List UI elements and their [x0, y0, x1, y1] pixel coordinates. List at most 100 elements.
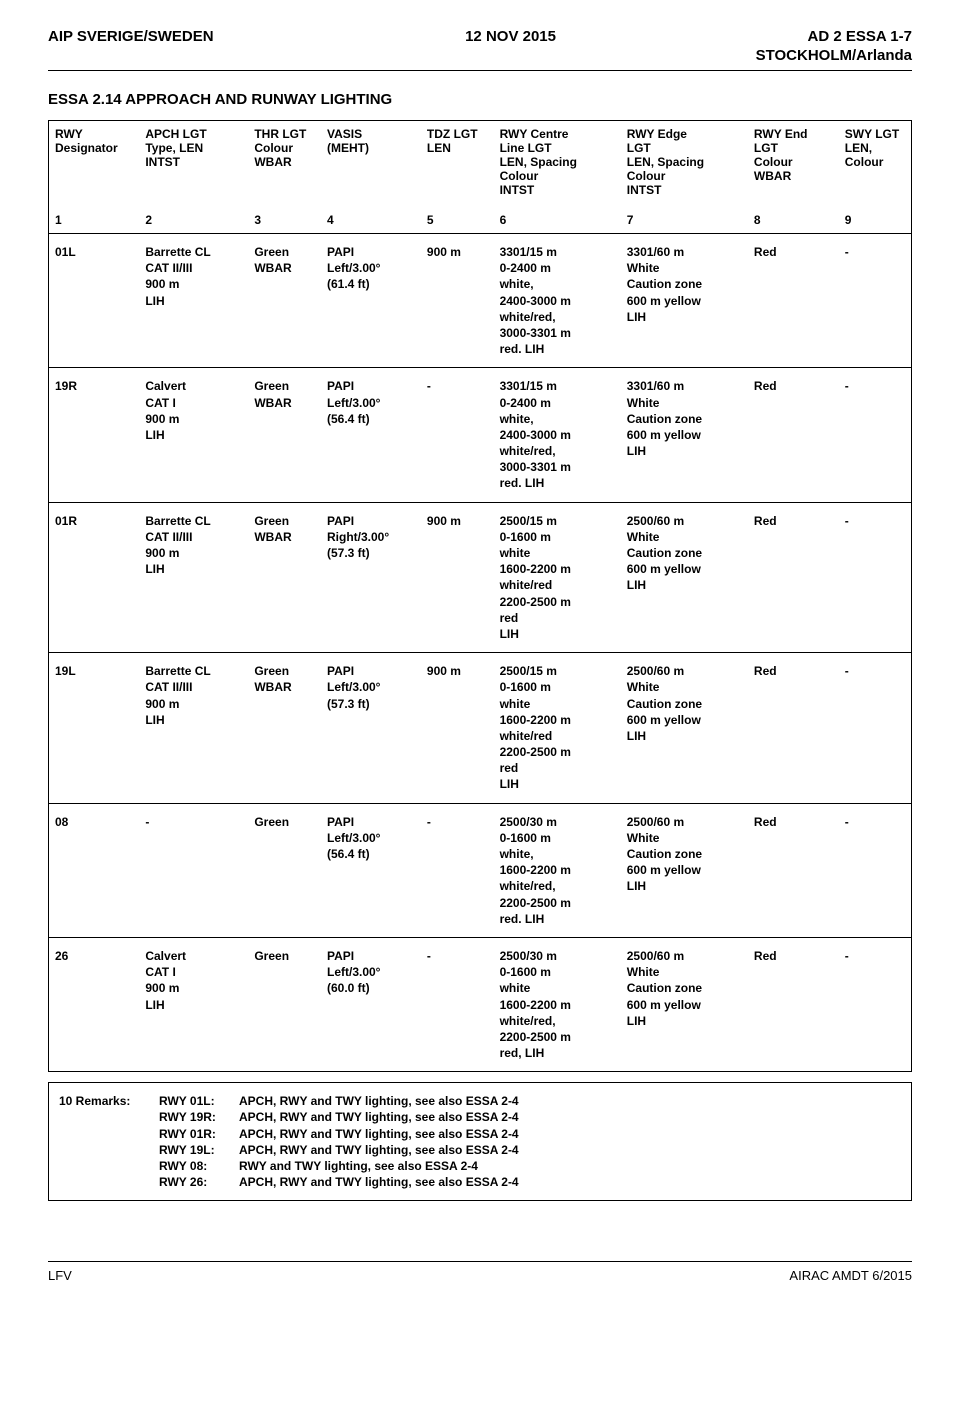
col-header: TDZ LGTLEN [421, 121, 494, 204]
remarks-text: APCH, RWY and TWY lighting, see also ESS… [239, 1109, 519, 1125]
cell: 01R [49, 502, 140, 653]
cell: - [839, 803, 912, 937]
col-header: RWY EdgeLGTLEN, SpacingColourINTST [621, 121, 748, 204]
remarks-text: APCH, RWY and TWY lighting, see also ESS… [239, 1126, 519, 1142]
remarks-line: RWY 19L:APCH, RWY and TWY lighting, see … [59, 1142, 901, 1158]
cell: 900 m [421, 502, 494, 653]
cell: 3301/60 mWhiteCaution zone600 m yellowLI… [621, 234, 748, 368]
remarks-text: APCH, RWY and TWY lighting, see also ESS… [239, 1093, 519, 1109]
remarks-rwy: RWY 08: [159, 1158, 239, 1174]
cell: Barrette CLCAT II/III900 mLIH [139, 234, 248, 368]
header-rule [48, 70, 912, 71]
cell: - [839, 653, 912, 804]
table-body: 01LBarrette CLCAT II/III900 mLIHGreenWBA… [49, 234, 912, 1072]
remarks-box: 10 Remarks:RWY 01L:APCH, RWY and TWY lig… [48, 1082, 912, 1201]
cell: - [421, 937, 494, 1071]
remarks-text: APCH, RWY and TWY lighting, see also ESS… [239, 1174, 519, 1190]
remarks-text: APCH, RWY and TWY lighting, see also ESS… [239, 1142, 519, 1158]
runway-lighting-table: RWYDesignator APCH LGTType, LENINTST THR… [48, 120, 912, 1072]
cell: PAPILeft/3.00°(57.3 ft) [321, 653, 421, 804]
page-header: AIP SVERIGE/SWEDEN 12 NOV 2015 AD 2 ESSA… [48, 28, 912, 45]
cell: CalvertCAT I900 mLIH [139, 937, 248, 1071]
col-header: RWYDesignator [49, 121, 140, 204]
remarks-line: RWY 08:RWY and TWY lighting, see also ES… [59, 1158, 901, 1174]
col-num: 3 [248, 203, 321, 234]
cell: - [139, 803, 248, 937]
remarks-rwy: RWY 01R: [159, 1126, 239, 1142]
col-num: 7 [621, 203, 748, 234]
table-row: 01RBarrette CLCAT II/III900 mLIHGreenWBA… [49, 502, 912, 653]
cell: - [839, 368, 912, 502]
cell: PAPILeft/3.00°(56.4 ft) [321, 803, 421, 937]
cell: 26 [49, 937, 140, 1071]
table-row: 01LBarrette CLCAT II/III900 mLIHGreenWBA… [49, 234, 912, 368]
remarks-label [59, 1142, 159, 1158]
remarks-label [59, 1109, 159, 1125]
cell: - [421, 803, 494, 937]
page-footer: LFV AIRAC AMDT 6/2015 [48, 1261, 912, 1283]
cell: Green [248, 937, 321, 1071]
header-sub: STOCKHOLM/Arlanda [48, 47, 912, 64]
col-header: APCH LGTType, LENINTST [139, 121, 248, 204]
remarks-line: RWY 19R:APCH, RWY and TWY lighting, see … [59, 1109, 901, 1125]
cell: 19L [49, 653, 140, 804]
cell: 01L [49, 234, 140, 368]
cell: Red [748, 502, 839, 653]
cell: 2500/60 mWhiteCaution zone600 m yellowLI… [621, 653, 748, 804]
col-num: 6 [494, 203, 621, 234]
cell: 2500/30 m0-1600 mwhite,1600-2200 mwhite/… [494, 803, 621, 937]
cell: 3301/15 m0-2400 mwhite,2400-3000 mwhite/… [494, 234, 621, 368]
col-header: VASIS(MEHT) [321, 121, 421, 204]
cell: 08 [49, 803, 140, 937]
cell: Barrette CLCAT II/III900 mLIH [139, 653, 248, 804]
col-num: 1 [49, 203, 140, 234]
cell: Red [748, 234, 839, 368]
remarks-label [59, 1126, 159, 1142]
cell: GreenWBAR [248, 653, 321, 804]
remarks-label [59, 1174, 159, 1190]
cell: 2500/15 m0-1600 mwhite1600-2200 mwhite/r… [494, 502, 621, 653]
cell: Red [748, 803, 839, 937]
cell: GreenWBAR [248, 368, 321, 502]
cell: 900 m [421, 653, 494, 804]
cell: PAPILeft/3.00°(60.0 ft) [321, 937, 421, 1071]
cell: 2500/15 m0-1600 mwhite1600-2200 mwhite/r… [494, 653, 621, 804]
remarks-rwy: RWY 01L: [159, 1093, 239, 1109]
col-header: RWY EndLGTColourWBAR [748, 121, 839, 204]
cell: 19R [49, 368, 140, 502]
footer-left: LFV [48, 1268, 72, 1283]
col-num: 8 [748, 203, 839, 234]
remarks-rwy: RWY 19R: [159, 1109, 239, 1125]
col-header: SWY LGTLEN,Colour [839, 121, 912, 204]
cell: - [839, 234, 912, 368]
table-header-row: RWYDesignator APCH LGTType, LENINTST THR… [49, 121, 912, 204]
remarks-label: 10 Remarks: [59, 1093, 159, 1109]
col-num: 2 [139, 203, 248, 234]
table-row: 19RCalvertCAT I900 mLIHGreenWBARPAPILeft… [49, 368, 912, 502]
cell: 2500/60 mWhiteCaution zone600 m yellowLI… [621, 937, 748, 1071]
col-header: RWY CentreLine LGTLEN, SpacingColourINTS… [494, 121, 621, 204]
cell: - [421, 368, 494, 502]
section-title: ESSA 2.14 APPROACH AND RUNWAY LIGHTING [48, 91, 912, 108]
cell: 3301/60 mWhiteCaution zone600 m yellowLI… [621, 368, 748, 502]
cell: PAPILeft/3.00°(61.4 ft) [321, 234, 421, 368]
cell: Green [248, 803, 321, 937]
cell: Red [748, 368, 839, 502]
col-num: 5 [421, 203, 494, 234]
table-row: 26CalvertCAT I900 mLIHGreenPAPILeft/3.00… [49, 937, 912, 1071]
header-left: AIP SVERIGE/SWEDEN [48, 28, 214, 45]
cell: GreenWBAR [248, 502, 321, 653]
cell: 2500/60 mWhiteCaution zone600 m yellowLI… [621, 803, 748, 937]
cell: 2500/60 mWhiteCaution zone600 m yellowLI… [621, 502, 748, 653]
cell: GreenWBAR [248, 234, 321, 368]
cell: 900 m [421, 234, 494, 368]
cell: Red [748, 653, 839, 804]
footer-right: AIRAC AMDT 6/2015 [789, 1268, 912, 1283]
table-number-row: 1 2 3 4 5 6 7 8 9 [49, 203, 912, 234]
remarks-line: RWY 01R:APCH, RWY and TWY lighting, see … [59, 1126, 901, 1142]
cell: 3301/15 m0-2400 mwhite,2400-3000 mwhite/… [494, 368, 621, 502]
cell: - [839, 937, 912, 1071]
cell: PAPIRight/3.00°(57.3 ft) [321, 502, 421, 653]
remarks-line: 10 Remarks:RWY 01L:APCH, RWY and TWY lig… [59, 1093, 901, 1109]
cell: - [839, 502, 912, 653]
